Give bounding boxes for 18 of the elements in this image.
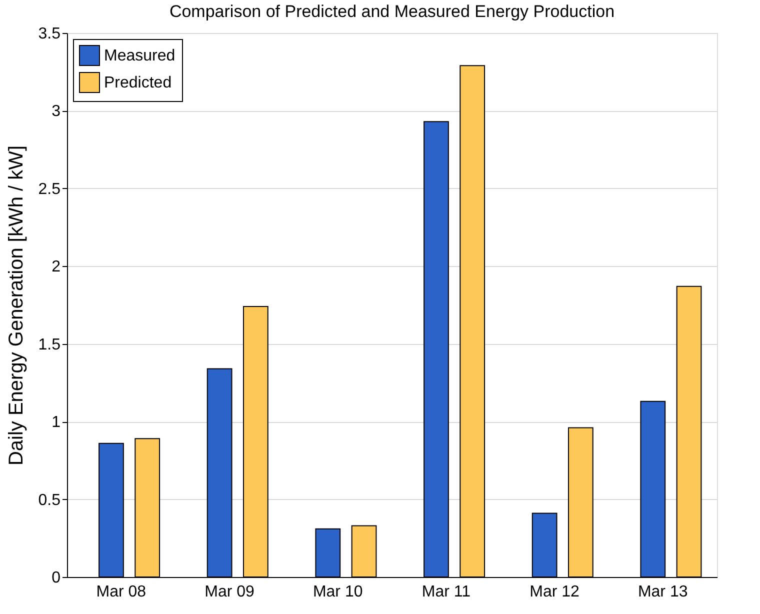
y-tick-label: 1 bbox=[52, 414, 61, 432]
y-tick-label: 3.5 bbox=[38, 26, 61, 42]
chart-title: Comparison of Predicted and Measured Energy Production bbox=[169, 2, 615, 21]
x-tick-label: Mar 11 bbox=[422, 584, 471, 600]
y-tick-label: 0 bbox=[52, 570, 61, 586]
y-axis-title: Daily Energy Generation [kWh / kW] bbox=[5, 145, 28, 466]
x-tick-label: Mar 13 bbox=[638, 584, 688, 600]
legend-label: Predicted bbox=[104, 74, 172, 92]
x-tick-label: Mar 10 bbox=[312, 584, 363, 600]
x-tick-label: Mar 12 bbox=[530, 584, 580, 600]
legend-label: Measured bbox=[104, 48, 176, 64]
x-tick-label: Mar 08 bbox=[96, 584, 146, 600]
y-tick-label: 2 bbox=[52, 258, 61, 276]
y-tick-label: 0.5 bbox=[38, 492, 61, 509]
y-tick-label: 3 bbox=[52, 103, 61, 120]
x-tick-label: Mar 09 bbox=[204, 584, 254, 600]
y-tick-label: 1.5 bbox=[38, 336, 61, 354]
y-tick-label: 2.5 bbox=[38, 180, 61, 198]
